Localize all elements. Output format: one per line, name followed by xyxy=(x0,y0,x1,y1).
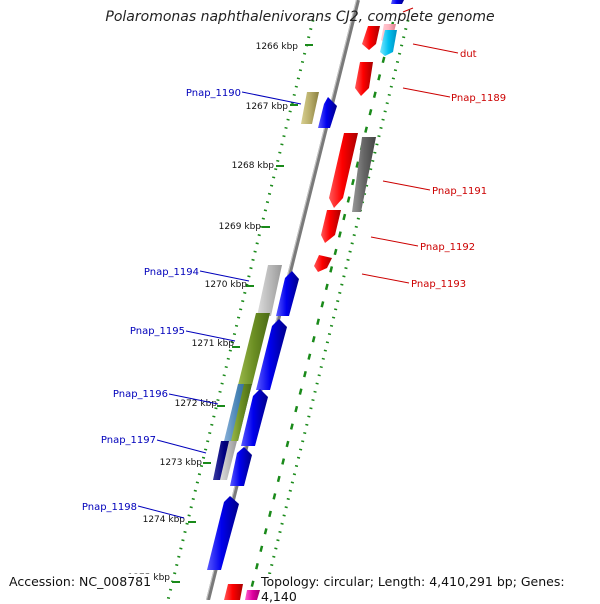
gene-pnap-1190[interactable] xyxy=(301,92,319,124)
gene-label-pnap-1189[interactable]: Pnap_1189 xyxy=(451,93,506,104)
gene-label-pnap-1197[interactable]: Pnap_1197 xyxy=(101,435,156,446)
gene-bottom-red xyxy=(224,584,243,600)
genome-title: Polaromonas naphthalenivorans CJ2, compl… xyxy=(105,9,495,25)
tick-1269: 1269 kbp xyxy=(219,222,270,232)
tick-label-1267: 1267 kbp xyxy=(246,102,289,112)
gene-label-pnap-1195[interactable]: Pnap_1195 xyxy=(130,326,185,337)
gene-pnap-1193[interactable] xyxy=(314,255,332,272)
gene-pnap-1194-gray[interactable] xyxy=(257,265,282,316)
gene-label-dut[interactable]: dut xyxy=(460,49,477,60)
gene-pnap-1191[interactable] xyxy=(329,133,358,208)
gene-orf-cyan[interactable] xyxy=(380,30,397,56)
gene-pnap-1189[interactable] xyxy=(355,62,373,96)
tick-1274: 1274 kbp xyxy=(143,515,196,525)
tick-1271: 1271 kbp xyxy=(192,339,240,349)
gene-bottom-magenta xyxy=(245,590,260,600)
outer-guide-track xyxy=(261,19,410,600)
tick-label-1270: 1270 kbp xyxy=(205,280,248,290)
accession-text: Accession: NC_008781 xyxy=(8,574,153,589)
tick-1273: 1273 kbp xyxy=(160,458,211,468)
tick-1270: 1270 kbp xyxy=(205,280,254,290)
topology-text: Topology: circular; Length: 4,410,291 bp… xyxy=(260,574,600,604)
tick-label-1273: 1273 kbp xyxy=(160,458,203,468)
tick-label-1271: 1271 kbp xyxy=(192,339,235,349)
tick-label-1269: 1269 kbp xyxy=(219,222,262,232)
gene-top-partial xyxy=(391,0,404,4)
gene-pnap-1195[interactable] xyxy=(256,319,287,390)
tick-1272: 1272 kbp xyxy=(175,399,225,409)
gene-pnap-1197[interactable] xyxy=(230,447,252,486)
gene-pnap-1197-gray[interactable] xyxy=(220,441,237,480)
gene-label-pnap-1192[interactable]: Pnap_1192 xyxy=(420,242,475,253)
gene-label-pnap-1198[interactable]: Pnap_1198 xyxy=(82,502,137,513)
inner-guide-track xyxy=(166,19,315,600)
gene-dut[interactable] xyxy=(362,26,380,50)
tick-1266: 1266 kbp xyxy=(256,42,313,52)
gene-label-pnap-1190[interactable]: Pnap_1190 xyxy=(186,88,241,99)
gene-orf-gray[interactable] xyxy=(352,137,376,212)
gene-pnap-1196-olive[interactable] xyxy=(231,384,252,441)
tick-label-1274: 1274 kbp xyxy=(143,515,186,525)
gene-pnap-1196[interactable] xyxy=(241,389,268,446)
gene-pnap-1190-arrow[interactable] xyxy=(318,97,337,128)
tick-label-1266: 1266 kbp xyxy=(256,42,299,52)
gene-label-pnap-1193[interactable]: Pnap_1193 xyxy=(411,279,466,290)
tick-1268: 1268 kbp xyxy=(232,161,284,171)
gene-pnap-1192[interactable] xyxy=(321,210,341,243)
gene-label-pnap-1191[interactable]: Pnap_1191 xyxy=(432,186,487,197)
gene-pnap-1194[interactable] xyxy=(276,271,299,316)
gene-pnap-1195-olive[interactable] xyxy=(238,313,270,385)
gene-label-pnap-1194[interactable]: Pnap_1194 xyxy=(144,267,199,278)
tick-label-1268: 1268 kbp xyxy=(232,161,275,171)
tick-label-1272: 1272 kbp xyxy=(175,399,218,409)
gene-label-pnap-1196[interactable]: Pnap_1196 xyxy=(113,389,168,400)
gene-pnap-1198[interactable] xyxy=(207,496,239,570)
tick-1267: 1267 kbp xyxy=(246,102,298,112)
